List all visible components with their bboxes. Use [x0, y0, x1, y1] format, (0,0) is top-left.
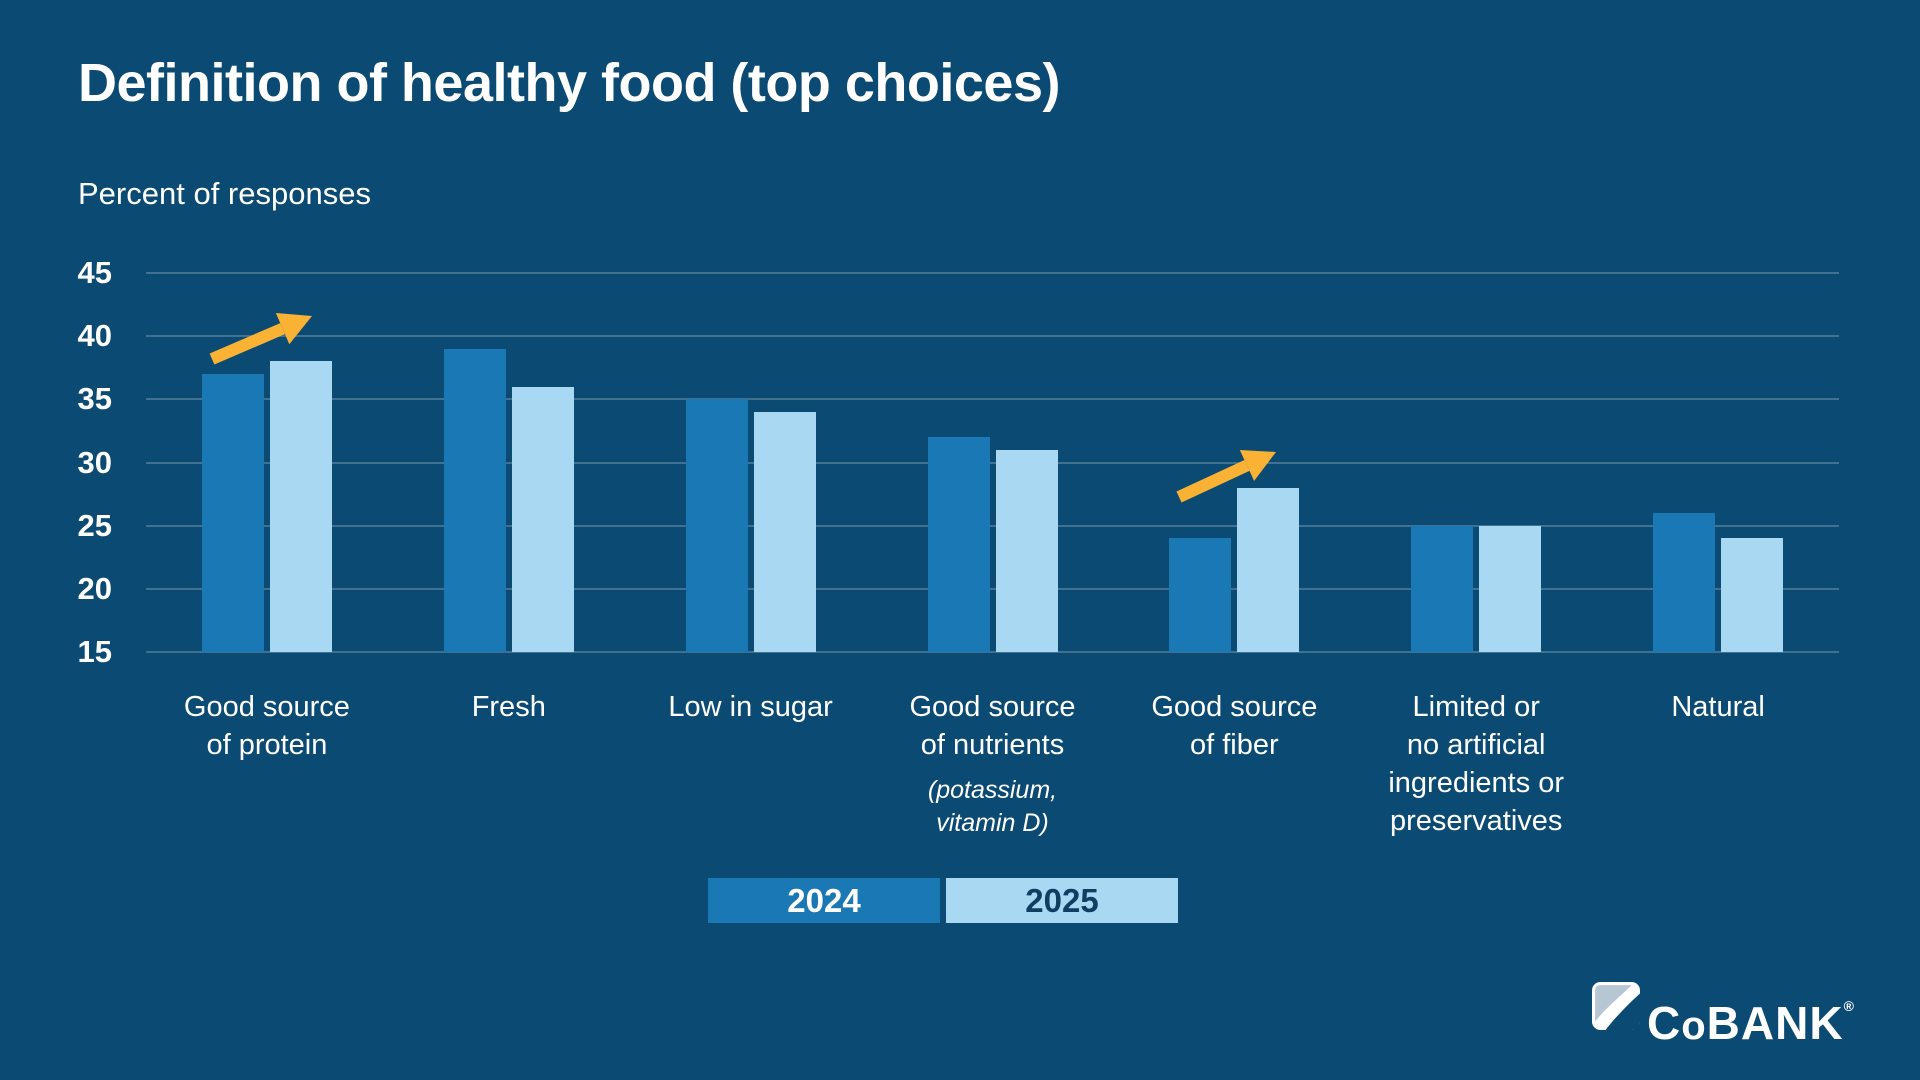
registered-mark: ® — [1843, 998, 1854, 1014]
gridline-15 — [146, 651, 1839, 653]
trend-arrow-shaft-0 — [209, 323, 285, 365]
cobank-logo-text: CoBANK® — [1647, 997, 1854, 1049]
bar-2024-natural — [1653, 513, 1716, 652]
bar-2024-low-in-sugar — [685, 399, 748, 652]
chart-subtitle: Percent of responses — [78, 176, 371, 211]
trend-arrow-head-0 — [275, 313, 312, 345]
bar-2025-fresh — [511, 386, 574, 652]
page-title: Definition of healthy food (top choices) — [78, 53, 1060, 113]
bar-2024-limited-or-no-artificial-ingredients-or-preservatives — [1411, 525, 1474, 652]
category-label-fresh: Fresh — [471, 691, 546, 723]
y-tick-label-20: 20 — [77, 570, 112, 606]
chart-legend: 2024 2025 — [708, 878, 1178, 923]
bar-2024-fresh — [443, 348, 506, 652]
bar-2024-good-source-of-nutrients — [927, 437, 990, 652]
cobank-logo: CoBANK® — [1592, 982, 1854, 1059]
category-label-good-source-of-nutrients: Good source of nutrients (potassium, vitam… — [872, 688, 1114, 840]
category-label-limited-or-no-artificial-ingredients-or-preservatives: Limited or no artificial ingredients or pre… — [1388, 691, 1565, 837]
bar-2025-natural — [1721, 538, 1784, 652]
bar-2024-good-source-of-protein — [201, 374, 264, 652]
y-tick-label-40: 40 — [77, 318, 112, 354]
legend-item-2025: 2025 — [946, 878, 1178, 923]
gridline-45 — [146, 272, 1839, 274]
bar-2024-good-source-of-fiber — [1169, 538, 1232, 652]
category-label-low-in-sugar: Low in sugar — [668, 691, 833, 723]
gridline-30 — [146, 461, 1839, 464]
y-tick-label-45: 45 — [77, 255, 112, 290]
trend-arrow-head-1 — [1239, 450, 1276, 481]
bar-2025-good-source-of-fiber — [1237, 487, 1300, 652]
bar-2025-good-source-of-protein — [269, 361, 332, 652]
legend-item-2024: 2024 — [708, 878, 940, 923]
gridline-40 — [146, 335, 1839, 338]
gridline-25 — [146, 524, 1839, 527]
bar-2025-good-source-of-nutrients — [995, 449, 1058, 652]
category-label-good-source-of-fiber: Good source of fiber — [1151, 691, 1318, 761]
y-tick-label-25: 25 — [77, 507, 112, 543]
gridline-20 — [146, 587, 1839, 590]
gridline-35 — [146, 398, 1839, 401]
category-label-natural: Natural — [1671, 691, 1765, 723]
category-label-good-source-of-protein: Good source of protein — [183, 691, 350, 761]
y-tick-label-30: 30 — [77, 444, 112, 480]
bar-2025-limited-or-no-artificial-ingredients-or-preservatives — [1479, 525, 1542, 652]
bar-2025-low-in-sugar — [753, 411, 816, 652]
cobank-logo-icon — [1592, 982, 1640, 1030]
y-tick-label-35: 35 — [77, 381, 112, 417]
y-tick-label-15: 15 — [77, 634, 112, 669]
category-note: (potassium, vitamin D) — [927, 776, 1058, 837]
